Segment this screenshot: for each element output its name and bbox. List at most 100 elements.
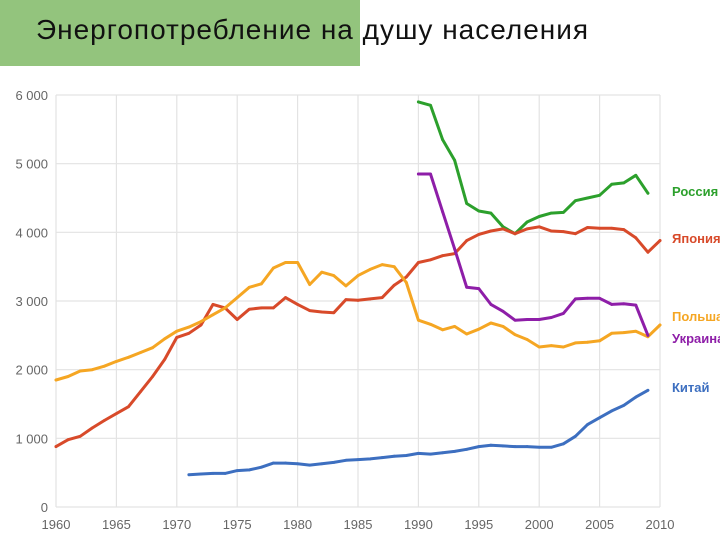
data-point (356, 458, 360, 462)
data-point (574, 232, 577, 236)
data-point (163, 337, 167, 341)
data-point (380, 296, 384, 299)
data-point (392, 454, 396, 458)
legend-label-4: Украина (672, 331, 720, 346)
legend-label-1: Россия (672, 184, 718, 199)
data-point (392, 283, 396, 287)
data-point (634, 329, 638, 333)
data-point (561, 230, 565, 234)
data-point (622, 403, 626, 407)
data-point (272, 306, 275, 310)
data-point (187, 331, 191, 335)
data-point (429, 258, 432, 262)
y-tick-label: 4 000 (15, 225, 48, 240)
data-point (561, 311, 565, 315)
data-point (429, 452, 432, 456)
data-point (513, 232, 517, 236)
data-point (199, 472, 203, 476)
data-point (368, 297, 372, 301)
legend-label-3: Польша (672, 309, 720, 324)
legend-label-5: Китай (672, 380, 710, 395)
data-point (465, 332, 469, 336)
data-point (646, 250, 650, 254)
data-point (610, 303, 614, 306)
data-point (308, 463, 312, 467)
data-point (127, 355, 130, 359)
y-tick-label: 3 000 (15, 294, 48, 309)
data-point (453, 158, 457, 162)
data-point (344, 458, 348, 462)
data-point (477, 327, 481, 331)
data-point (344, 298, 348, 302)
data-point (622, 331, 626, 334)
data-point (501, 309, 505, 313)
data-point (247, 285, 251, 289)
data-point (441, 451, 444, 455)
data-point (417, 318, 420, 322)
data-point (368, 268, 372, 271)
data-point (211, 303, 215, 306)
data-point (634, 236, 638, 240)
data-point (465, 285, 469, 289)
data-point (199, 323, 203, 327)
data-point (646, 333, 650, 337)
data-point (465, 447, 469, 451)
data-point (54, 378, 58, 382)
data-point (513, 318, 517, 322)
data-point (54, 445, 58, 448)
data-point (525, 445, 529, 448)
data-point (417, 100, 420, 104)
data-point (489, 321, 493, 325)
data-point (477, 209, 481, 213)
data-point (622, 228, 626, 231)
data-point (356, 298, 360, 302)
data-point (429, 103, 432, 107)
data-point (102, 364, 106, 368)
data-point (586, 296, 589, 300)
data-point (199, 320, 203, 323)
data-point (561, 345, 565, 349)
data-point (139, 390, 142, 394)
data-point (441, 210, 444, 214)
data-point (187, 473, 191, 477)
data-point (598, 296, 601, 300)
data-point (78, 369, 82, 373)
data-point (272, 461, 275, 465)
data-point (574, 341, 577, 345)
data-point (634, 173, 638, 177)
data-point (115, 360, 118, 363)
y-tick-label: 0 (41, 500, 48, 515)
data-point (658, 323, 662, 327)
title-background (0, 0, 360, 66)
x-tick-label: 2005 (585, 517, 614, 532)
data-point (622, 302, 626, 306)
data-point (272, 266, 275, 270)
data-point (586, 423, 589, 426)
data-point (537, 215, 541, 218)
data-point (115, 412, 118, 416)
data-point (489, 229, 493, 233)
data-point (102, 419, 106, 422)
data-point (332, 311, 336, 315)
data-point (453, 247, 457, 251)
data-point (465, 202, 469, 205)
data-point (574, 434, 577, 438)
data-point (296, 303, 299, 306)
data-point (417, 261, 420, 264)
data-point (259, 306, 263, 310)
data-point (284, 261, 287, 264)
data-point (151, 346, 155, 350)
data-point (308, 283, 312, 286)
data-point (646, 191, 650, 195)
y-tick-label: 6 000 (15, 88, 48, 103)
data-point (622, 181, 626, 185)
x-tick-label: 1975 (223, 517, 252, 532)
data-point (211, 313, 215, 317)
data-point (537, 345, 541, 349)
data-point (296, 462, 299, 466)
x-tick-label: 1970 (162, 517, 191, 532)
data-point (332, 274, 336, 277)
data-point (586, 226, 589, 229)
data-point (235, 296, 239, 299)
data-point (598, 416, 601, 420)
